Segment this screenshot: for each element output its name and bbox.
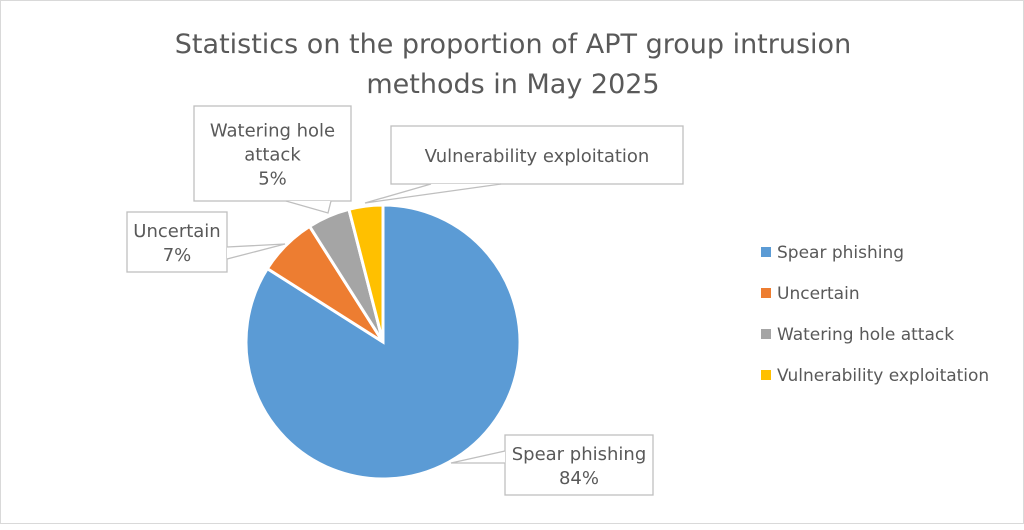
legend-label: Vulnerability exploitation (777, 366, 989, 386)
legend-item-vulnerability-exploitation: Vulnerability exploitation (761, 366, 989, 386)
pie-slice-vulnerability-exploitation (347, 203, 385, 343)
chart-title-line-1: Statistics on the proportion of APT grou… (175, 29, 851, 60)
data-label-uncertain: Uncertain 7% (126, 211, 286, 273)
legend-label: Spear phishing (777, 243, 904, 263)
data-label-watering-hole-attack: Watering hole attack 5% (193, 105, 352, 214)
data-label-text: attack (244, 145, 301, 166)
data-label-value: 7% (163, 245, 192, 266)
data-label-text: Spear phishing (512, 444, 647, 465)
legend-item-spear-phishing: Spear phishing (761, 243, 904, 263)
data-label-text: Watering hole (210, 121, 335, 142)
legend-label: Watering hole attack (777, 325, 954, 345)
data-label-text: Vulnerability exploitation (425, 146, 650, 167)
legend-swatch (761, 370, 771, 380)
legend-swatch (761, 329, 771, 339)
data-label-vulnerability-exploitation: Vulnerability exploitation (364, 125, 684, 204)
legend-item-watering-hole-attack: Watering hole attack (761, 325, 954, 345)
data-label-text: Uncertain (133, 221, 220, 242)
chart-title-line-2: methods in May 2025 (366, 69, 659, 100)
legend-swatch (761, 288, 771, 298)
data-label-value: 84% (559, 468, 599, 489)
legend-swatch (761, 247, 771, 257)
legend-item-uncertain: Uncertain (761, 284, 860, 304)
data-label-spear-phishing: Spear phishing 84% (450, 434, 654, 496)
legend-label: Uncertain (777, 284, 860, 304)
data-label-value: 5% (258, 169, 287, 190)
pie-slice-spear-phishing (244, 203, 522, 481)
